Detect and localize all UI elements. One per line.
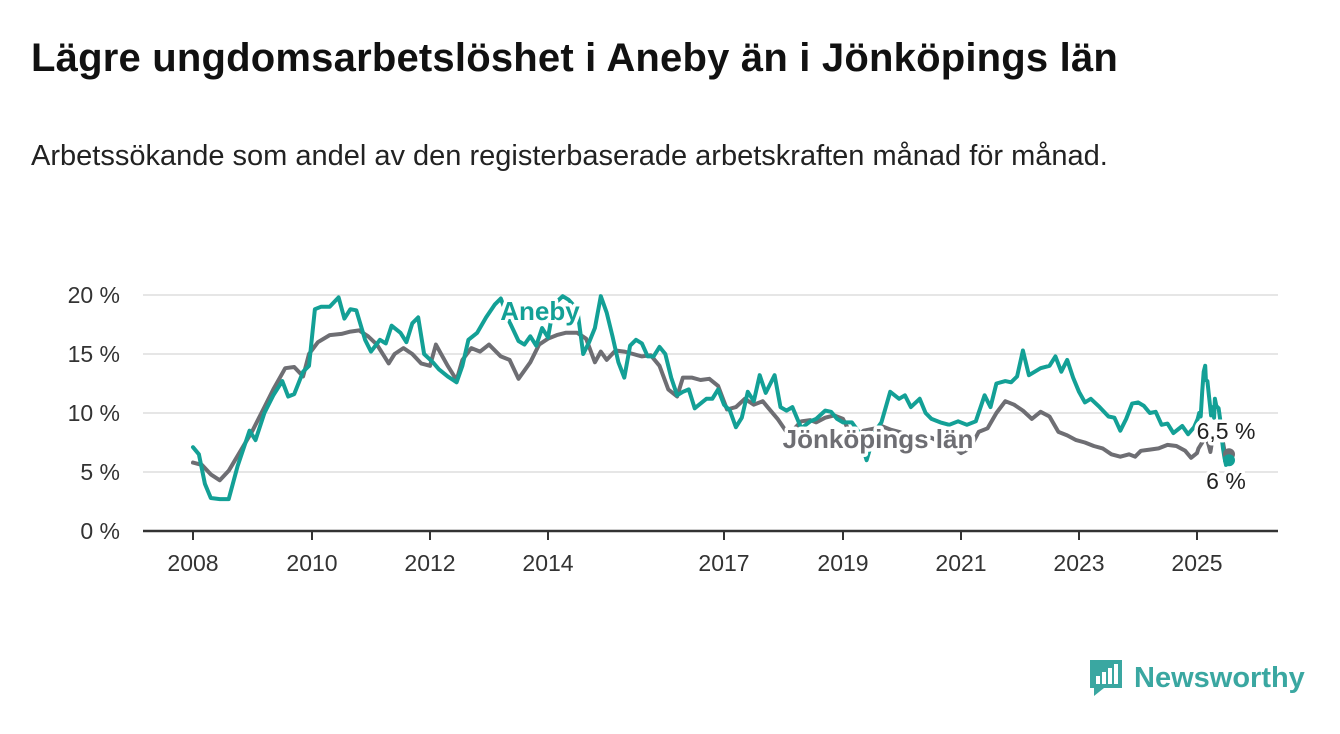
- y-tick-label: 5 %: [80, 459, 120, 485]
- end-point-aneby: [1223, 454, 1235, 467]
- newsworthy-brand: Newsworthy: [1088, 658, 1305, 698]
- end-label-aneby-halo: 6 %: [1206, 468, 1246, 494]
- series-line-jonkopings-lan: [191, 328, 1231, 483]
- x-tick-label: 2021: [935, 550, 986, 576]
- x-tick-label: 2023: [1053, 550, 1104, 576]
- series-label-jonkopings-lan-halo: Jönköpings län: [783, 424, 974, 454]
- x-tick-label: 2014: [522, 550, 573, 576]
- x-tick-label: 2019: [817, 550, 868, 576]
- x-tick-label: 2017: [698, 550, 749, 576]
- series-line-aneby: [191, 294, 1231, 502]
- end-label-aneby: 6 %: [1206, 468, 1246, 494]
- chart-subtitle: Arbetssökande som andel av den registerb…: [31, 140, 1108, 172]
- y-tick-label: 0 %: [80, 518, 120, 544]
- x-tick-label: 2025: [1171, 550, 1222, 576]
- end-label-jonkopings-lan: 6,5 %: [1197, 418, 1256, 444]
- chart-title: Lägre ungdomsarbetslöshet i Aneby än i J…: [31, 36, 1119, 80]
- x-tick-label: 2008: [167, 550, 218, 576]
- y-tick-label: 10 %: [68, 400, 120, 426]
- series-label-jonkopings-lan: Jönköpings län: [783, 424, 974, 454]
- newsworthy-logo-icon: [1090, 660, 1122, 696]
- y-tick-label: 15 %: [68, 341, 120, 367]
- series-label-aneby-halo: Aneby: [500, 296, 580, 326]
- x-tick-label: 2012: [404, 550, 455, 576]
- series-label-aneby: Aneby: [500, 296, 580, 326]
- y-tick-label: 20 %: [68, 282, 120, 308]
- end-label-jonkopings-lan-halo: 6,5 %: [1197, 418, 1256, 444]
- x-tick-label: 2010: [286, 550, 337, 576]
- brand-name: Newsworthy: [1134, 661, 1305, 694]
